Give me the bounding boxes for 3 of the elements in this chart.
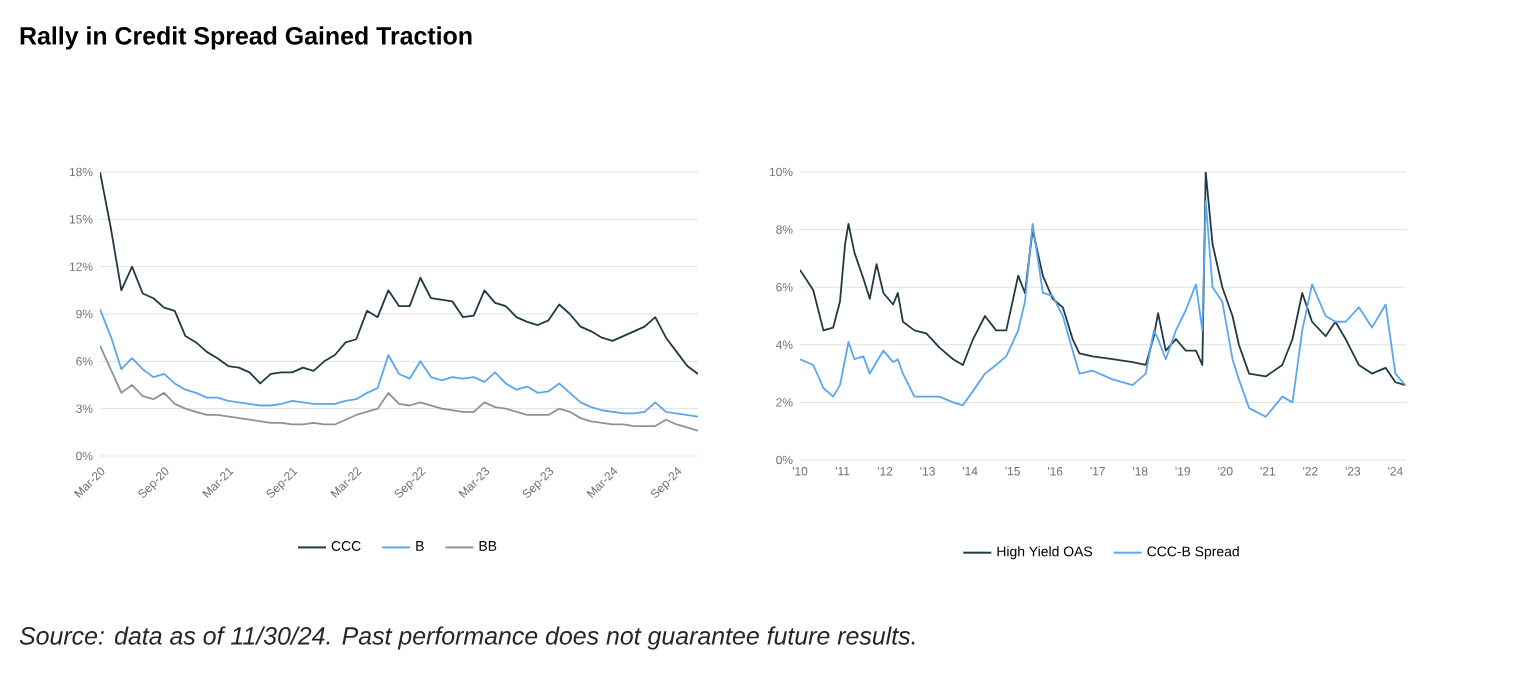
chart-title: Rally in Credit Spread Gained Traction	[20, 26, 472, 50]
source-note: Source: data as of 11/30/24. Past performance does not guarantee future results.	[19, 626, 915, 650]
line-series	[800, 172, 1407, 387]
